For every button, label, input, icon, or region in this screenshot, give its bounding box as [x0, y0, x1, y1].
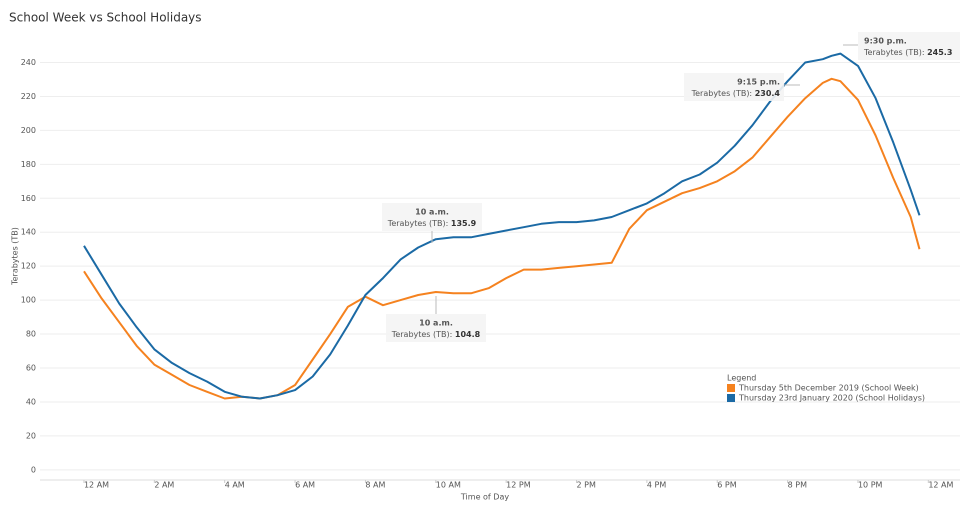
annotation-time: 9:30 p.m.: [864, 37, 907, 46]
annotation-time: 10 a.m.: [419, 319, 453, 328]
annotation-value: 230.4: [755, 89, 781, 98]
x-tick-label: 2 PM: [577, 481, 596, 490]
y-tick-label: 60: [26, 364, 36, 373]
x-tick-label: 2 AM: [154, 481, 174, 490]
annotation-box: [382, 203, 482, 231]
x-tick-label: 8 PM: [788, 481, 807, 490]
annotation-value: 104.8: [455, 330, 481, 339]
y-tick-label: 20: [26, 431, 36, 440]
annotation-value: 245.3: [927, 48, 952, 57]
annotation-value: 135.9: [451, 219, 477, 228]
annotation-time: 10 a.m.: [415, 208, 449, 217]
annotation-time: 9:15 p.m.: [737, 78, 780, 87]
annotation-text: Terabytes (TB): 245.3: [863, 48, 952, 57]
y-tick-label: 120: [21, 262, 36, 271]
annotation-text: Terabytes (TB): 230.4: [691, 89, 781, 98]
y-tick-label: 220: [21, 92, 36, 101]
chart-title: School Week vs School Holidays: [9, 11, 202, 25]
legend-swatch: [727, 384, 735, 392]
annotation-label: Terabytes (TB):: [691, 89, 753, 98]
x-tick-label: 4 AM: [225, 481, 245, 490]
x-tick-label: 6 AM: [295, 481, 315, 490]
legend-title: Legend: [727, 374, 756, 383]
legend-label: Thursday 23rd January 2020 (School Holid…: [738, 394, 925, 403]
series-line: [83, 52, 921, 400]
y-tick-label: 40: [26, 397, 36, 406]
annotation-label: Terabytes (TB):: [863, 48, 925, 57]
y-tick-label: 140: [21, 228, 36, 237]
y-axis-label: Terabytes (TB): [11, 227, 20, 286]
x-tick-label: 8 AM: [365, 481, 385, 490]
annotation-label: Terabytes (TB):: [391, 330, 453, 339]
x-tick-label: 10 AM: [436, 481, 461, 490]
y-tick-label: 240: [21, 58, 36, 67]
x-tick-label: 12 AM: [84, 481, 109, 490]
series-line: [83, 77, 921, 400]
x-tick-label: 4 PM: [647, 481, 666, 490]
x-tick-label: 10 PM: [858, 481, 883, 490]
legend-label: Thursday 5th December 2019 (School Week): [738, 384, 919, 393]
y-tick-label: 180: [21, 160, 36, 169]
x-axis-label: Time of Day: [460, 493, 509, 502]
annotation-text: Terabytes (TB): 104.8: [391, 330, 481, 339]
annotation-text: Terabytes (TB): 135.9: [387, 219, 477, 228]
y-tick-label: 160: [21, 194, 36, 203]
y-tick-label: 0: [31, 465, 36, 474]
legend-swatch: [727, 394, 735, 402]
annotation-box: [684, 73, 784, 101]
x-tick-label: 12 PM: [506, 481, 531, 490]
annotation-box: [386, 314, 486, 342]
annotation-label: Terabytes (TB):: [387, 219, 449, 228]
annotation-box: [858, 32, 960, 60]
y-tick-label: 100: [21, 296, 36, 305]
y-tick-label: 80: [26, 330, 36, 339]
x-tick-label: 6 PM: [717, 481, 736, 490]
x-tick-label: 12 AM: [928, 481, 953, 490]
y-tick-label: 200: [21, 126, 36, 135]
